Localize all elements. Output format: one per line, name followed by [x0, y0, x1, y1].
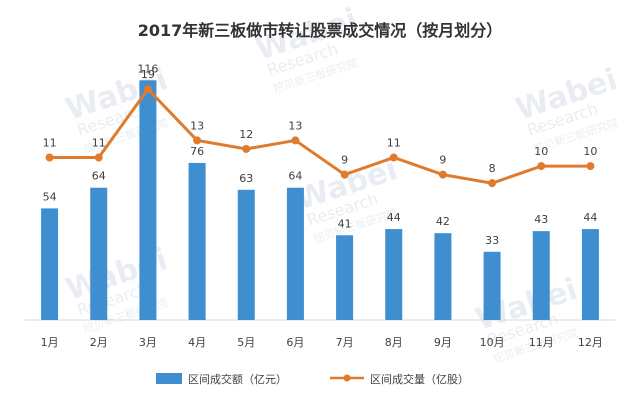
bar: [532, 231, 550, 320]
bar: [336, 235, 354, 320]
x-tick-label: 3月: [139, 336, 157, 349]
line-value-label: 10: [534, 145, 548, 158]
bar-value-label: 54: [43, 190, 57, 203]
line-point: [438, 170, 447, 179]
x-tick-label: 6月: [286, 336, 304, 349]
line-point: [291, 136, 300, 145]
bar-value-label: 116: [137, 62, 158, 75]
line-labels: 11 11 19 13 12 13 9 11 9 8 10 10: [43, 68, 598, 175]
line-point: [143, 85, 152, 94]
bar-value-label: 63: [239, 172, 253, 185]
legend-bar-swatch: [156, 373, 182, 384]
bar: [90, 187, 108, 320]
line-value-label: 11: [387, 137, 401, 150]
x-tick-label: 12月: [578, 336, 603, 349]
line-value-label: 19: [141, 68, 155, 81]
line-points: [45, 85, 595, 188]
x-tick-label: 7月: [336, 336, 354, 349]
x-tick-labels: 1月 2月 3月 4月 5月 6月 7月 8月 9月 10月 11月 12月: [41, 336, 603, 349]
line-series: [49, 86, 591, 185]
line-point: [537, 162, 546, 171]
x-tick-label: 5月: [237, 336, 255, 349]
legend: 区间成交额（亿元） 区间成交量（亿股）: [156, 372, 469, 386]
bar: [41, 208, 59, 320]
line-value-label: 9: [341, 154, 348, 167]
line-value-label: 11: [43, 137, 57, 150]
x-tick-label: 2月: [90, 336, 108, 349]
line-point: [586, 162, 595, 171]
bar: [483, 251, 501, 320]
x-tick-label: 10月: [480, 336, 505, 349]
legend-line-label: 区间成交量（亿股）: [370, 372, 469, 386]
bar-value-label: 64: [92, 170, 106, 183]
line-value-label: 8: [489, 162, 496, 175]
line-point: [488, 179, 497, 188]
x-tick-label: 9月: [434, 336, 452, 349]
line-value-label: 13: [288, 119, 302, 132]
bar-labels: 54 64 116 76 63 64 41 44 42 33 43 44: [43, 62, 598, 247]
line-value-label: 10: [583, 145, 597, 158]
bar-value-label: 64: [288, 170, 302, 183]
x-tick-label: 11月: [529, 336, 554, 349]
legend-line-marker: [343, 374, 351, 382]
line-point: [45, 153, 54, 162]
bar: [237, 189, 255, 320]
bar: [286, 187, 304, 320]
line-point: [193, 136, 202, 145]
bar: [385, 229, 403, 320]
bar-value-label: 41: [338, 217, 352, 230]
bar: [581, 229, 599, 320]
line-point: [389, 153, 398, 162]
line-point: [94, 153, 103, 162]
bar: [139, 80, 157, 321]
legend-bar-label: 区间成交额（亿元）: [188, 372, 287, 386]
chart-title: 2017年新三板做市转让股票成交情况（按月划分）: [138, 21, 503, 40]
bar-series: [41, 80, 599, 321]
line-value-label: 9: [439, 154, 446, 167]
line-value-label: 12: [239, 128, 253, 141]
line-value-label: 11: [92, 137, 106, 150]
x-tick-label: 1月: [41, 336, 59, 349]
bar: [434, 233, 452, 320]
bar-value-label: 76: [190, 145, 204, 158]
x-tick-label: 8月: [385, 336, 403, 349]
bar-value-label: 44: [583, 211, 597, 224]
x-tick-label: 4月: [188, 336, 206, 349]
bar-value-label: 33: [485, 234, 499, 247]
line-value-label: 13: [190, 119, 204, 132]
bar: [188, 162, 206, 320]
line-point: [340, 170, 349, 179]
line-point: [242, 144, 251, 153]
bar-value-label: 43: [534, 213, 548, 226]
bar-value-label: 42: [436, 215, 450, 228]
bar-value-label: 44: [387, 211, 401, 224]
